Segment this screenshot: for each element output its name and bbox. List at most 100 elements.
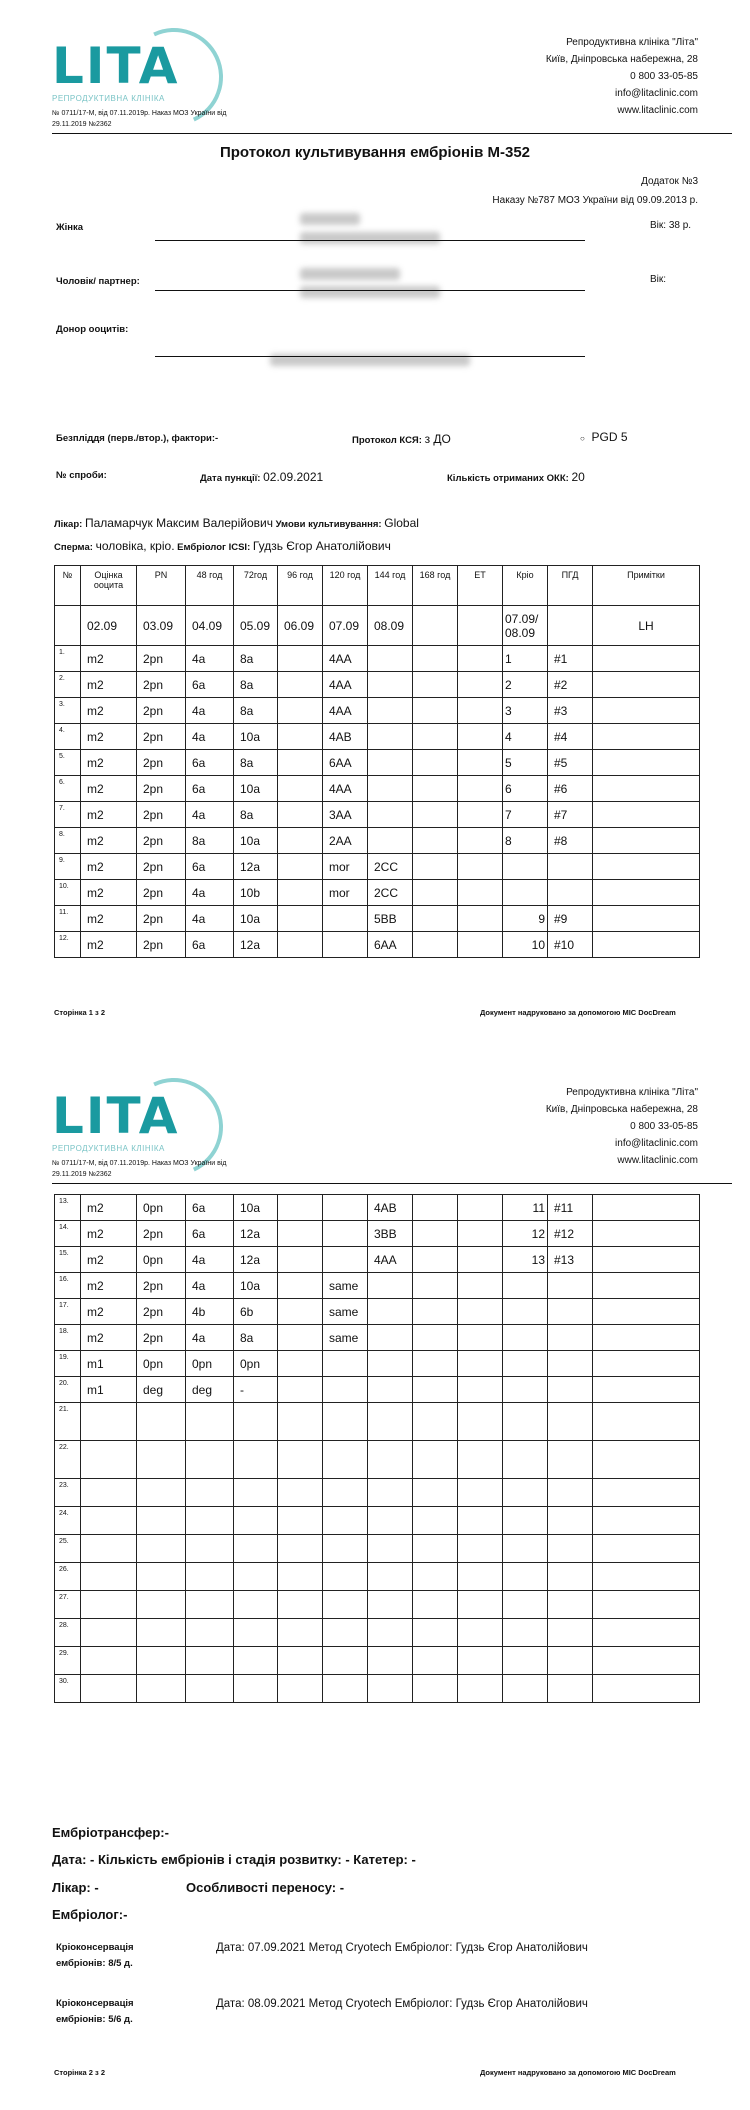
table-cell xyxy=(367,1272,413,1299)
table-cell: #1 xyxy=(547,645,593,672)
table-cell xyxy=(412,801,458,828)
table-cell xyxy=(367,1324,413,1351)
doctor-value: Паламарчук Максим Валерійович xyxy=(84,516,273,530)
table-cell: 4a xyxy=(185,879,234,906)
table-cell xyxy=(592,1298,700,1325)
table-row: 11. m2 2pn 4a 10a 5BB 9 #9 xyxy=(54,905,700,932)
table-cell: m2 xyxy=(80,827,137,854)
table-cell xyxy=(592,801,700,828)
table-cell: m2 xyxy=(80,879,137,906)
table-cell: 08.09 xyxy=(367,605,413,646)
logo-word: LITA xyxy=(52,37,180,95)
table-cell xyxy=(412,1376,458,1403)
age-label: Вік: 38 р. xyxy=(650,220,692,231)
table-cell xyxy=(502,1590,548,1619)
table-row: 3. m2 2pn 4a 8a 4AA 3 #3 xyxy=(54,697,700,724)
clinic-website[interactable]: www.litaclinic.com xyxy=(617,1155,698,1166)
row-number: 21. xyxy=(54,1402,81,1441)
table-row: 16. m2 2pn 4a 10a same xyxy=(54,1272,700,1299)
clinic-logo: LITA РЕПРОДУКТИВНА КЛІНІКА xyxy=(50,14,250,140)
table-cell: m2 xyxy=(80,931,137,958)
table-cell: same xyxy=(322,1324,368,1351)
table-cell: m1 xyxy=(80,1376,137,1403)
table-row: 18. m2 2pn 4a 8a same xyxy=(54,1324,700,1351)
table-cell xyxy=(367,1646,413,1675)
table-cell xyxy=(412,645,458,672)
table-cell xyxy=(367,827,413,854)
table-cell xyxy=(412,1618,458,1647)
table-cell: 6b xyxy=(233,1298,278,1325)
table-row: 5. m2 2pn 6a 8a 6AA 5 #5 xyxy=(54,749,700,776)
table-cell xyxy=(277,1402,323,1441)
table-cell xyxy=(412,1534,458,1563)
table-cell xyxy=(457,1350,503,1377)
infertility-label: Безпліддя (перв./втор.), фактори: xyxy=(56,433,216,444)
table-cell xyxy=(277,905,323,932)
table-cell: 2pn xyxy=(136,645,186,672)
clinic-email[interactable]: info@litaclinic.com xyxy=(615,88,698,99)
row-number: 14. xyxy=(54,1220,81,1247)
table-cell: - xyxy=(233,1376,278,1403)
table-cell xyxy=(80,1506,137,1535)
table-cell: 8a xyxy=(233,645,278,672)
cryo-text: Дата: 07.09.2021 Метод Cryotech Ембріоло… xyxy=(216,1942,588,1954)
table-cell xyxy=(277,1298,323,1325)
table-cell: #6 xyxy=(547,775,593,802)
cryo-label: ембріонів: 8/5 д. xyxy=(56,1958,133,1969)
table-cell: 0pn xyxy=(185,1350,234,1377)
table-cell: 2 xyxy=(502,671,548,698)
table-cell xyxy=(322,1402,368,1441)
column-header: PN xyxy=(136,565,186,606)
table-cell: #7 xyxy=(547,801,593,828)
row-number: 7. xyxy=(54,801,81,828)
table-cell xyxy=(277,1646,323,1675)
column-header: № xyxy=(54,565,81,606)
table-cell xyxy=(136,1562,186,1591)
table-cell xyxy=(457,1440,503,1479)
table-cell xyxy=(457,827,503,854)
table-cell xyxy=(457,1376,503,1403)
table-cell xyxy=(457,1506,503,1535)
redacted xyxy=(270,354,470,366)
clinic-contacts: Репродуктивна клініка "Літа" Київ, Дніпро… xyxy=(546,1084,698,1169)
license-text: № 0711/17-М, від 07.11.2019р. Наказ МОЗ … xyxy=(52,110,227,128)
table-cell: 2pn xyxy=(136,905,186,932)
table-cell xyxy=(367,1534,413,1563)
row-number: 8. xyxy=(54,827,81,854)
table-cell xyxy=(592,1534,700,1563)
table-cell: m2 xyxy=(80,853,137,880)
table-cell: 9 xyxy=(502,905,548,932)
table-row: 25. xyxy=(54,1534,700,1563)
table-cell: 2pn xyxy=(136,1220,186,1247)
woman-label: Жінка xyxy=(56,222,84,233)
table-cell xyxy=(277,1376,323,1403)
divider xyxy=(52,1183,732,1184)
table-cell xyxy=(592,1618,700,1647)
table-cell: m2 xyxy=(80,801,137,828)
table-cell xyxy=(502,1478,548,1507)
row-number: 13. xyxy=(54,1194,81,1221)
table-row: 13. m2 0pn 6a 10a 4AB 11 #11 xyxy=(54,1194,700,1221)
table-cell: 4AB xyxy=(367,1194,413,1221)
table-cell xyxy=(502,1376,548,1403)
clinic-website[interactable]: www.litaclinic.com xyxy=(617,105,698,116)
table-cell: 4a xyxy=(185,697,234,724)
table-cell: 0pn xyxy=(136,1194,186,1221)
clinic-email[interactable]: info@litaclinic.com xyxy=(615,1138,698,1149)
table-cell: 8a xyxy=(233,671,278,698)
table-cell xyxy=(277,749,323,776)
printed-note: Документ надруковано за допомогою MIC Do… xyxy=(480,2068,676,2077)
table-cell xyxy=(277,931,323,958)
table-row: 8. m2 2pn 8a 10a 2AA 8 #8 xyxy=(54,827,700,854)
table-cell: 8 xyxy=(502,827,548,854)
table-cell xyxy=(502,1324,548,1351)
table-cell xyxy=(592,671,700,698)
doctor-label: Лікар: xyxy=(54,519,83,530)
table-cell xyxy=(412,1562,458,1591)
table-cell xyxy=(277,1590,323,1619)
table-cell xyxy=(457,801,503,828)
partner-age-label: Вік: xyxy=(650,274,667,285)
table-cell xyxy=(185,1506,234,1535)
row-number: 30. xyxy=(54,1674,81,1703)
table-row: 30. xyxy=(54,1674,700,1703)
